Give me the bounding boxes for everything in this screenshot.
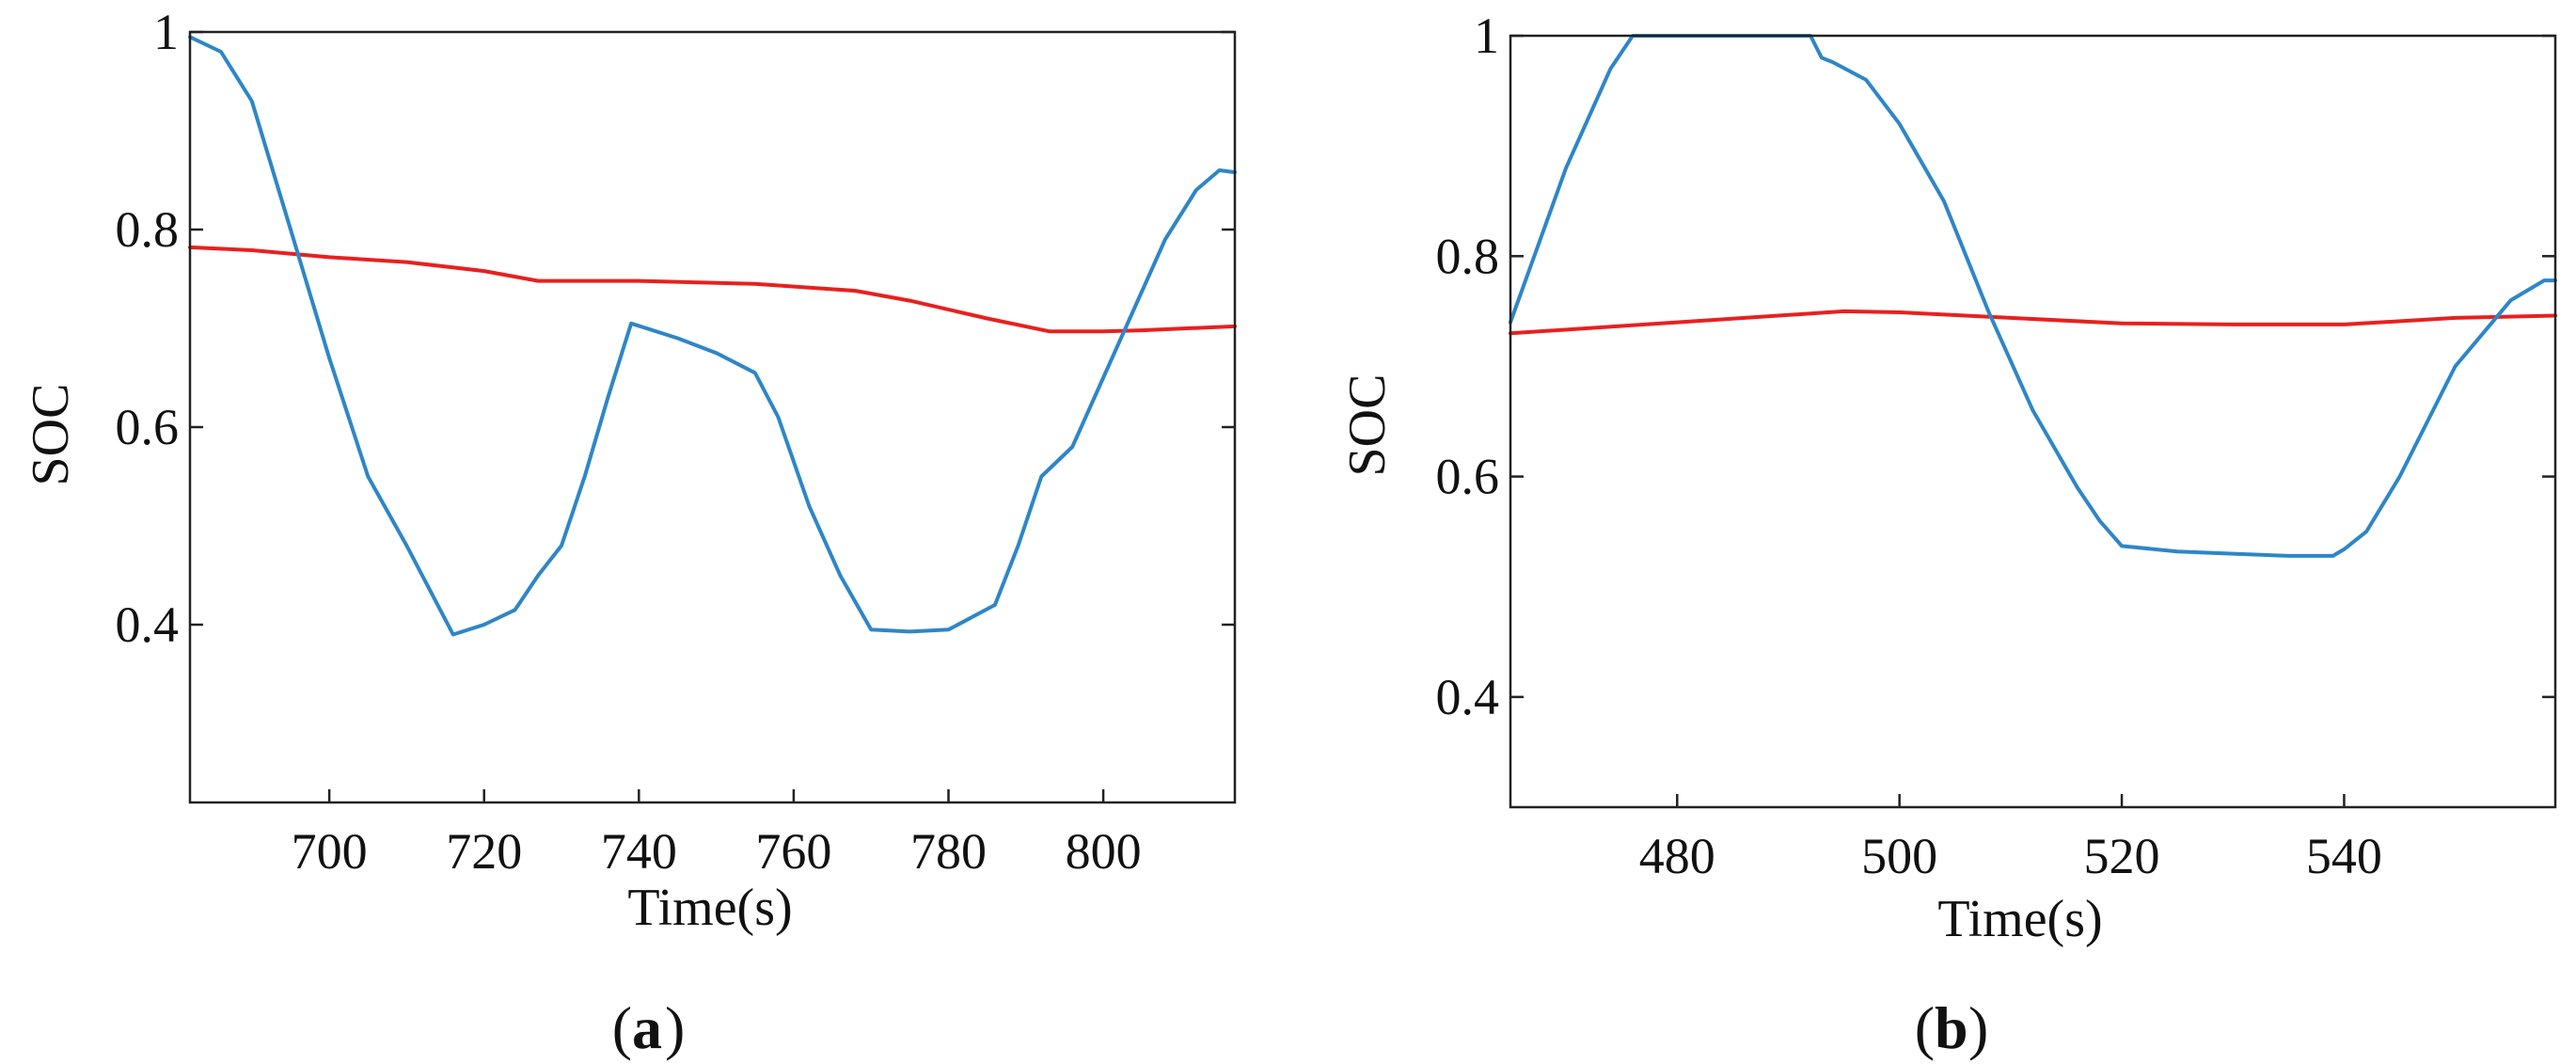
- plot-a-ytick-label: 0.4: [116, 596, 180, 653]
- plot-a-xtick-label: 760: [755, 823, 831, 880]
- plot-b-xtick-label: 540: [2306, 828, 2382, 884]
- plot-b-xtick-label: 500: [1861, 828, 1937, 884]
- plot-a-ylabel: SOC: [22, 384, 80, 486]
- panel-b: 480 500 520 540 0.4 0.6 0.8 1 Time(s) SOC ( b ): [1338, 8, 2557, 1061]
- plot-a-series: [188, 35, 1237, 637]
- plot-a-frame: [188, 30, 1237, 804]
- caption-a-open-paren: (: [612, 994, 632, 1061]
- plot-a-xtick-label: 780: [910, 823, 987, 880]
- caption-a-close-paren: ): [665, 994, 685, 1061]
- plot-a-ytick-label: 0.8: [116, 201, 180, 258]
- plot-b-ytick-label: 0.6: [1436, 449, 1500, 505]
- plot-a-xlabel: Time(s): [627, 879, 792, 937]
- plot-a-xtick-label: 700: [292, 823, 368, 880]
- plot-b-xtick-label: 480: [1639, 828, 1715, 884]
- plot-b-xtick-label: 520: [2084, 828, 2160, 884]
- plot-a-series-red-line: [188, 245, 1237, 334]
- plot-b-ytick-label: 0.8: [1436, 228, 1500, 284]
- plot-a-ticks: 700 720 740 760 780 800 0.4 0.6 0.8 1: [116, 4, 1235, 880]
- plot-b-ticks: 480 500 520 540 0.4 0.6 0.8 1: [1436, 8, 2555, 884]
- plot-b-frame: [1509, 34, 2557, 809]
- plot-a-xtick-label: 800: [1066, 823, 1142, 880]
- plot-a-xtick-label: 720: [446, 823, 522, 880]
- plot-a-ytick-label: 1: [153, 4, 179, 60]
- caption-b-close-paren: ): [1968, 994, 1988, 1061]
- plot-a-ytick-label: 0.6: [116, 399, 180, 455]
- plot-b-ytick-label: 1: [1474, 8, 1499, 64]
- caption-a-letter: a: [632, 994, 662, 1061]
- plot-b-ytick-label: 0.4: [1436, 669, 1500, 725]
- plot-b-ylabel: SOC: [1338, 374, 1397, 477]
- plot-a-xtick-label: 740: [601, 823, 677, 880]
- caption-b-open-paren: (: [1915, 994, 1935, 1061]
- plot-b-series-red-line: [1509, 309, 2557, 336]
- plot-b-xlabel: Time(s): [1937, 890, 2102, 948]
- panel-a: 700 720 740 760 780 800 0.4 0.6 0.8 1 Time(s) SOC…: [22, 4, 1237, 1061]
- caption-b-letter: b: [1935, 994, 1968, 1061]
- plot-a-series-blue-line: [188, 35, 1237, 637]
